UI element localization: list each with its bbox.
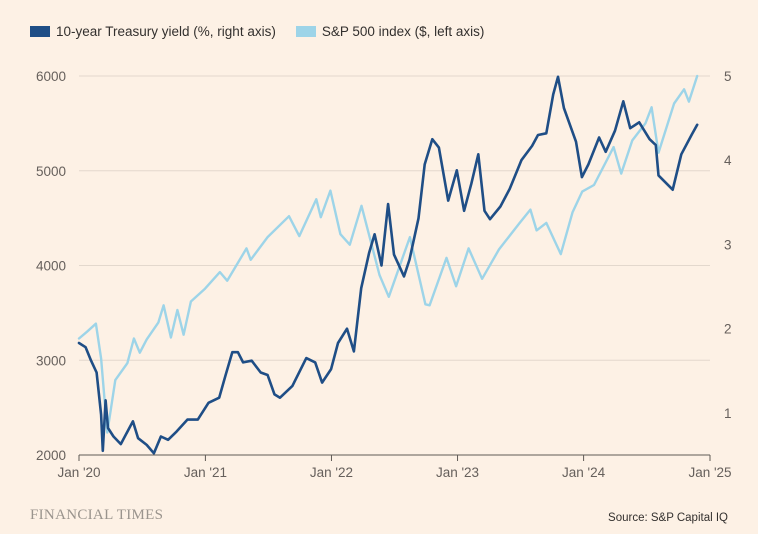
right-tick-label: 1 (724, 406, 732, 421)
legend-label-treasury: 10-year Treasury yield (%, right axis) (56, 24, 276, 39)
financial-times-logo: FINANCIAL TIMES (30, 507, 164, 523)
legend-swatch-sp500 (295, 26, 316, 37)
legend-item-treasury: 10-year Treasury yield (%, right axis) (30, 24, 276, 39)
x-tick-label: Jan '22 (310, 465, 353, 480)
legend-item-sp500: S&P 500 index ($, left axis) (295, 24, 485, 39)
x-tick-label: Jan '25 (688, 465, 731, 480)
right-tick-label: 5 (724, 69, 732, 84)
legend-label-sp500: S&P 500 index ($, left axis) (321, 24, 485, 39)
left-tick-label: 3000 (36, 353, 66, 368)
series-line-treasury-yield (77, 75, 699, 455)
left-tick-label: 6000 (36, 69, 66, 84)
x-tick-label: Jan '24 (562, 465, 606, 480)
left-tick-label: 5000 (36, 164, 66, 179)
right-tick-label: 2 (724, 322, 732, 337)
x-tick-label: Jan '20 (57, 465, 100, 480)
legend-swatch-treasury (30, 26, 50, 37)
x-tick-label: Jan '23 (436, 465, 479, 480)
series-line-sp500 (77, 74, 699, 434)
left-tick-label: 4000 (36, 259, 66, 274)
x-tick-label: Jan '21 (184, 465, 227, 480)
chart-legend: 10-year Treasury yield (%, right axis) S… (30, 24, 484, 39)
right-tick-label: 4 (724, 153, 732, 168)
left-tick-label: 2000 (36, 448, 66, 463)
source-note: Source: S&P Capital IQ (608, 512, 728, 524)
right-tick-label: 3 (724, 237, 732, 252)
